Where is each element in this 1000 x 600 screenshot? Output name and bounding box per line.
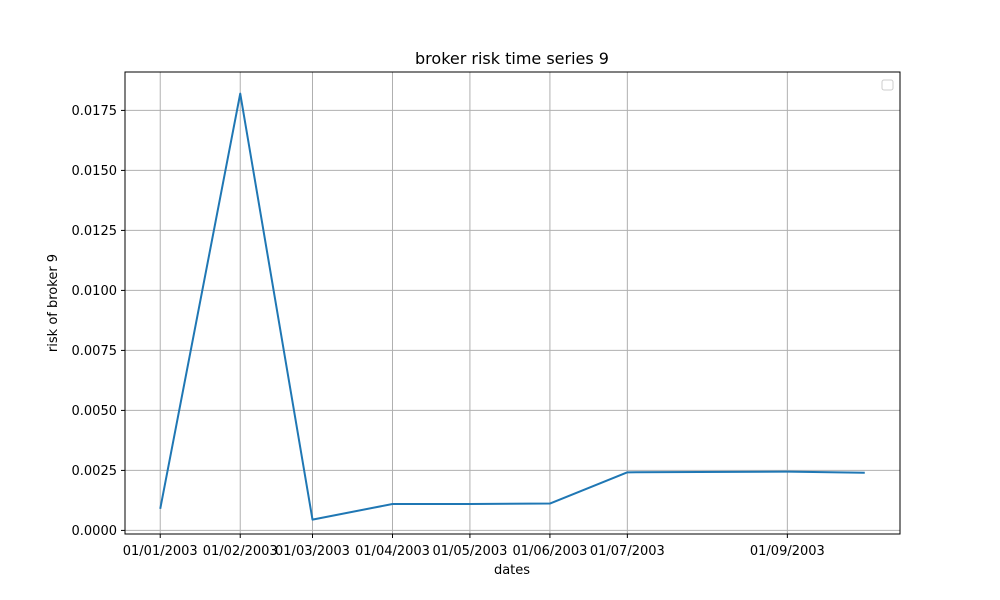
x-tick-label: 01/06/2003 — [512, 544, 587, 559]
plot-frame — [124, 71, 901, 535]
x-tick-label: 01/01/2003 — [123, 544, 198, 559]
x-tick-label: 01/07/2003 — [590, 544, 665, 559]
y-tick-label: 0.0175 — [72, 104, 118, 119]
y-tick-label: 0.0000 — [72, 524, 118, 539]
x-tick-label: 01/02/2003 — [203, 544, 278, 559]
x-axis-label: dates — [494, 563, 530, 578]
y-tick-label: 0.0050 — [72, 404, 118, 419]
x-tick-label: 01/04/2003 — [355, 544, 430, 559]
y-tick-label: 0.0100 — [72, 284, 118, 299]
grid — [125, 72, 900, 534]
x-tick-label: 01/09/2003 — [750, 544, 825, 559]
x-tick-label: 01/03/2003 — [275, 544, 350, 559]
y-tick-label: 0.0125 — [72, 224, 118, 239]
series-group — [159, 92, 865, 521]
legend-box[interactable] — [881, 79, 894, 91]
y-tick-label: 0.0075 — [72, 344, 118, 359]
x-tick-label: 01/05/2003 — [432, 544, 507, 559]
series-line — [159, 92, 865, 521]
y-axis-label: risk of broker 9 — [46, 254, 61, 352]
y-tick-label: 0.0150 — [72, 164, 118, 179]
chart-title: broker risk time series 9 — [415, 49, 609, 68]
y-axis: 0.0000 0.0025 0.0050 0.0075 0.0100 0.0125 0.01… — [72, 104, 125, 539]
y-tick-label: 0.0025 — [72, 464, 118, 479]
